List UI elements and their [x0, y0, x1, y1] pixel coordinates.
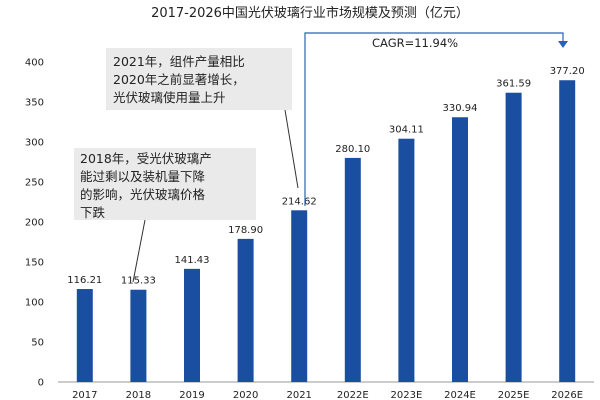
data-label: 141.43: [175, 255, 210, 266]
note-2021-line-3: 光伏玻璃使用量上升: [113, 90, 226, 105]
x-tick-label: 2023E: [391, 390, 423, 400]
note-2018-line-1: 2018年，受光伏玻璃产: [80, 151, 212, 166]
note-2021-pointer: [284, 109, 299, 189]
x-tick-label: 2025E: [498, 390, 530, 400]
bar: [184, 268, 200, 382]
data-label: 116.21: [67, 275, 102, 286]
data-label: 115.33: [121, 276, 156, 287]
bar: [237, 238, 254, 382]
bar: [291, 210, 308, 382]
x-tick-label: 2026E: [551, 390, 583, 400]
note-2021: 2021年，组件产量相比 2020年之前显著增长， 光伏玻璃使用量上升: [106, 48, 299, 189]
note-2018-box: [74, 148, 256, 220]
note-2018-line-4: 下跌: [80, 205, 106, 220]
data-label: 330.94: [443, 103, 478, 114]
note-2021-line-1: 2021年，组件产量相比: [113, 54, 245, 69]
bar: [344, 157, 361, 382]
data-label: 377.20: [550, 66, 585, 77]
data-label: 214.62: [282, 196, 317, 207]
cagr-label: CAGR=11.94%: [372, 36, 458, 50]
x-tick-labels: 2017 2018 2019 2020 2021 2022E 2023E 2024E 2025E…: [72, 390, 583, 400]
x-tick-label: 2024E: [444, 390, 476, 400]
bar: [559, 80, 576, 383]
bar: [452, 117, 468, 383]
cagr-bracket: CAGR=11.94%: [304, 32, 568, 206]
y-tick-label: 150: [25, 258, 44, 269]
x-tick-label: 2018: [126, 390, 151, 400]
data-label: 304.11: [389, 125, 424, 136]
note-2021-box: [106, 48, 292, 110]
y-tick-label: 250: [25, 178, 44, 189]
y-tick-label: 350: [25, 98, 44, 109]
y-tick-label: 0: [38, 378, 44, 389]
note-2018-pointer: [132, 219, 146, 283]
data-labels: 116.21 115.33 141.43 178.90 214.62 280.10 304.…: [67, 66, 584, 286]
note-2018: 2018年，受光伏玻璃产 能过剩以及装机量下降 的影响，光伏玻璃价格 下跌: [74, 148, 256, 283]
cagr-bracket-line: [304, 32, 564, 206]
y-tick-label: 100: [25, 298, 44, 309]
bar: [505, 92, 522, 382]
x-tick-label: 2019: [179, 390, 204, 400]
x-tick-label: 2020: [233, 390, 258, 400]
x-tick-label: 2017: [72, 390, 97, 400]
y-tick-label: 50: [31, 338, 44, 349]
data-label: 280.10: [335, 144, 370, 155]
bar: [76, 289, 93, 382]
x-tick-label: 2021: [286, 390, 311, 400]
y-tick-label: 300: [25, 138, 44, 149]
bars: [76, 80, 576, 383]
note-2021-line-2: 2020年之前显著增长，: [113, 72, 245, 87]
x-tick-label: 2022E: [337, 390, 369, 400]
y-tick-label: 400: [25, 58, 44, 69]
bar: [130, 289, 147, 382]
y-axis: 0 50 100 150 200 250 300 350 400: [25, 58, 44, 389]
bar: [398, 138, 415, 382]
data-label: 361.59: [496, 79, 531, 90]
chart-title: 2017-2026中国光伏玻璃行业市场规模及预测（亿元）: [151, 5, 469, 21]
note-2018-line-2: 能过剩以及装机量下降: [80, 169, 206, 184]
data-label: 178.90: [228, 225, 263, 236]
cagr-arrow-head: [558, 41, 568, 48]
note-2018-line-3: 的影响，光伏玻璃价格: [80, 187, 206, 202]
y-tick-label: 200: [25, 218, 44, 229]
